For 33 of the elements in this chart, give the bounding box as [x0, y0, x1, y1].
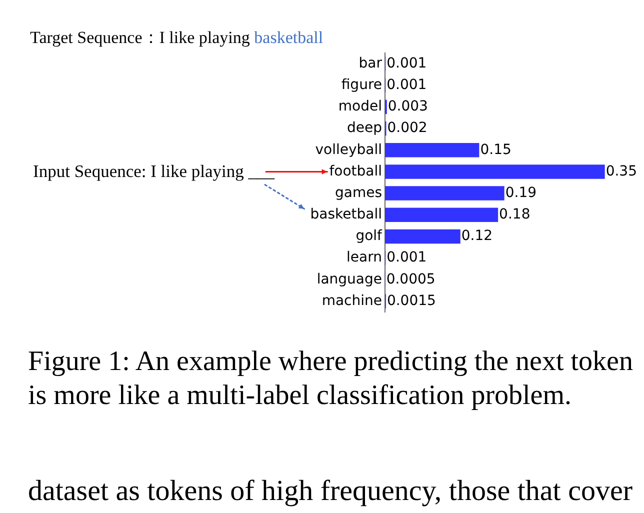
y-tick-label: deep — [347, 120, 382, 136]
y-tick-label: volleyball — [315, 142, 382, 158]
text: Target Sequence：I like playing basketball — [30, 28, 324, 47]
data-label: 0.003 — [388, 98, 428, 115]
data-label: 0.0005 — [386, 271, 436, 288]
y-tick-label: model — [338, 98, 382, 115]
bar — [385, 164, 605, 179]
data-label: 0.002 — [387, 120, 428, 136]
bar — [385, 143, 480, 158]
data-label: 0.19 — [505, 184, 537, 201]
y-tick-label: figure — [341, 77, 382, 94]
y-tick-label: golf — [356, 228, 384, 244]
data-label: 0.35 — [606, 163, 637, 180]
data-label: 0.001 — [386, 55, 427, 72]
bar — [385, 229, 460, 244]
y-tick-label: basketball — [310, 206, 382, 223]
data-label: 0.001 — [386, 250, 427, 266]
data-label: 0.0015 — [386, 292, 436, 309]
y-tick-label: games — [334, 184, 382, 201]
y-tick-label: football — [329, 163, 382, 180]
data-label: 0.12 — [461, 228, 493, 244]
text: Input Sequence: I like playing ___ — [33, 161, 275, 181]
bar — [385, 186, 504, 200]
data-label: 0.18 — [499, 206, 530, 223]
y-tick-label: machine — [322, 292, 382, 309]
data-label: 0.15 — [480, 142, 512, 158]
caption: Figure 1: An example where predicting the next token is more like a multi-label classification problem. — [28, 345, 634, 413]
y-tick-label: learn — [346, 250, 382, 266]
text: dataset as tokens of high frequency, those that cover — [28, 475, 632, 507]
y-tick-label: bar — [358, 55, 382, 72]
bar — [385, 208, 498, 222]
y-tick-label: language — [316, 271, 382, 288]
data-label: 0.001 — [386, 77, 427, 94]
